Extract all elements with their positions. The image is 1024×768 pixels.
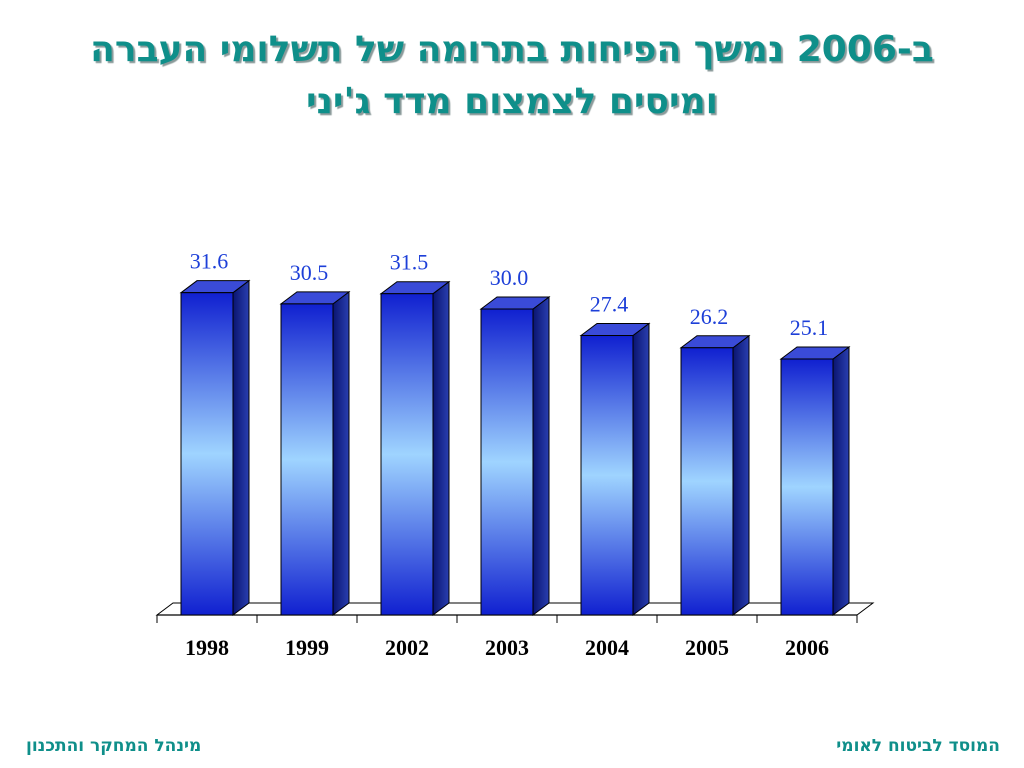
slide-title-line-2: ומיסים לצמצום מדד ג'יני bbox=[306, 81, 718, 122]
bar-front-face bbox=[780, 358, 834, 616]
x-tick-label: 1998 bbox=[185, 635, 229, 660]
x-tick-label: 1999 bbox=[285, 635, 329, 660]
bar-front-face bbox=[280, 303, 334, 616]
bar-2005: 26.2 bbox=[679, 304, 751, 616]
bar-side-face bbox=[532, 296, 550, 616]
x-tick-label: 2004 bbox=[585, 635, 629, 660]
bar-2002: 31.5 bbox=[379, 250, 451, 616]
slide-title-line-1: ב-2006 נמשך הפיחות בתרומה של תשלומי העבר… bbox=[90, 29, 934, 70]
data-label: 26.2 bbox=[690, 304, 729, 329]
bar-side-face bbox=[332, 290, 350, 616]
bar-side-face bbox=[732, 334, 750, 616]
bar-front-face bbox=[380, 293, 434, 616]
x-tick-label: 2002 bbox=[385, 635, 429, 660]
x-tick-label: 2006 bbox=[785, 635, 829, 660]
data-label: 30.0 bbox=[490, 265, 529, 290]
bars-group: 31.6 30.5 31.5 30.0 27.4 26.2 25.1 bbox=[179, 249, 851, 616]
bar-side-face bbox=[632, 322, 650, 616]
bar-2006: 25.1 bbox=[779, 315, 851, 616]
bar-front-face bbox=[180, 292, 234, 616]
footer-right-text: המוסד לביטוח לאומי bbox=[836, 736, 1000, 756]
footer-left-text: מינהל המחקר והתכנון bbox=[26, 736, 202, 756]
data-label: 31.6 bbox=[190, 249, 229, 274]
data-label: 27.4 bbox=[590, 292, 629, 317]
data-label: 25.1 bbox=[790, 315, 829, 340]
bar-side-face bbox=[832, 345, 850, 616]
category-labels: 1998 1999 2002 2003 2004 2005 2006 bbox=[185, 635, 829, 660]
bar-2003: 30.0 bbox=[479, 265, 551, 616]
data-label: 30.5 bbox=[290, 260, 329, 285]
bar-side-face bbox=[232, 279, 250, 616]
bar-front-face bbox=[580, 335, 634, 616]
data-label: 31.5 bbox=[390, 250, 429, 275]
x-tick-label: 2005 bbox=[685, 635, 729, 660]
bar-front-face bbox=[680, 347, 734, 616]
bar-side-face bbox=[432, 280, 450, 616]
bar-2004: 27.4 bbox=[579, 292, 651, 616]
bar-1999: 30.5 bbox=[279, 260, 351, 616]
bar-1998: 31.6 bbox=[179, 249, 251, 616]
bar-front-face bbox=[480, 308, 534, 616]
x-tick-label: 2003 bbox=[485, 635, 529, 660]
